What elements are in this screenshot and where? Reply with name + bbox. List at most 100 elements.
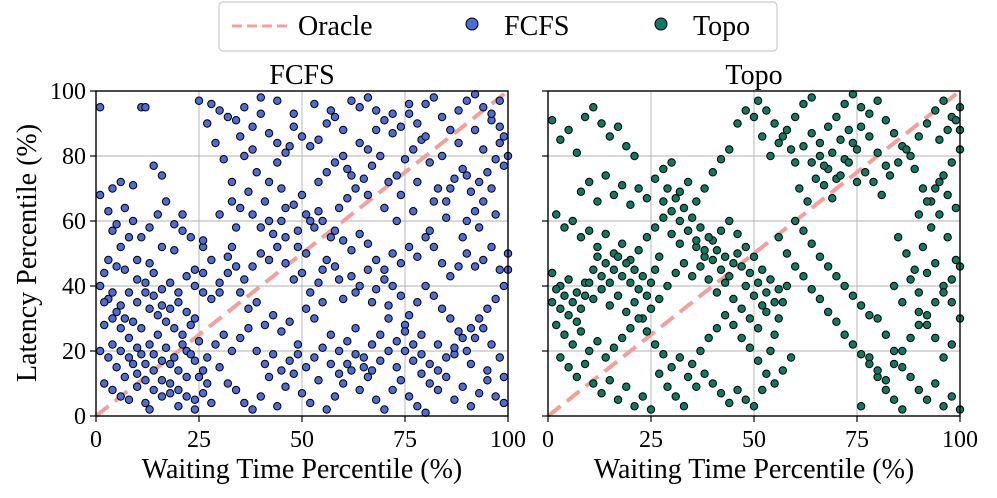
scatter-point xyxy=(745,314,755,323)
scatter-point xyxy=(634,285,643,294)
scatter-point xyxy=(881,116,891,125)
scatter-point xyxy=(609,265,619,274)
scatter-point xyxy=(137,324,146,333)
scatter-point xyxy=(157,301,167,310)
scatter-point xyxy=(388,129,397,138)
scatter-point xyxy=(219,155,228,164)
scatter-point xyxy=(413,402,422,411)
scatter-point xyxy=(371,285,381,294)
scatter-point xyxy=(314,207,323,216)
scatter-point xyxy=(675,353,685,362)
scatter-point xyxy=(367,298,377,307)
scatter-point xyxy=(285,317,294,326)
y-tick-label: 20 xyxy=(62,339,86,365)
scatter-point xyxy=(310,353,319,362)
scatter-point xyxy=(692,382,701,391)
scatter-point xyxy=(347,96,356,105)
scatter-point xyxy=(483,366,492,375)
scatter-point xyxy=(392,171,401,180)
scatter-point xyxy=(667,158,676,167)
scatter-point xyxy=(236,132,245,141)
scatter-point xyxy=(256,249,265,258)
scatter-point xyxy=(753,356,763,365)
scatter-point xyxy=(799,226,808,235)
scatter-point xyxy=(733,229,742,239)
scatter-point xyxy=(244,324,253,333)
scatter-point xyxy=(642,233,652,242)
scatter-point xyxy=(922,197,932,206)
scatter-point xyxy=(675,187,685,196)
scatter-point xyxy=(943,233,952,242)
scatter-point xyxy=(141,398,150,408)
scatter-point xyxy=(770,298,779,307)
scatter-point xyxy=(585,278,594,287)
scatter-point xyxy=(198,268,208,278)
scatter-point xyxy=(683,177,693,187)
scatter-point xyxy=(634,184,643,193)
scatter-point xyxy=(865,132,874,141)
scatter-point xyxy=(836,135,845,144)
scatter-point xyxy=(564,125,573,135)
y-tick-label: 100 xyxy=(50,79,86,105)
scatter-point xyxy=(182,392,191,401)
scatter-point xyxy=(437,259,447,268)
scatter-point xyxy=(495,265,504,274)
scatter-point xyxy=(100,320,109,330)
scatter-point xyxy=(856,103,866,112)
scatter-point xyxy=(931,333,940,343)
scatter-point xyxy=(906,333,915,343)
scatter-point xyxy=(297,190,307,200)
scatter-point xyxy=(634,314,643,323)
scatter-point xyxy=(613,395,623,404)
scatter-point xyxy=(922,119,932,128)
scatter-point xyxy=(939,171,948,180)
scatter-point xyxy=(889,359,899,369)
scatter-point xyxy=(149,161,158,170)
scatter-point xyxy=(585,346,594,356)
scatter-point xyxy=(380,116,389,125)
scatter-point xyxy=(149,350,158,359)
scatter-point xyxy=(881,376,891,385)
scatter-point xyxy=(351,184,360,193)
scatter-point xyxy=(663,281,672,291)
scatter-point xyxy=(762,288,771,297)
scatter-point xyxy=(626,200,635,209)
scatter-point xyxy=(470,262,480,271)
legend-topo-swatch xyxy=(654,17,668,31)
scatter-point xyxy=(236,203,245,213)
scatter-point xyxy=(918,242,928,252)
scatter-point xyxy=(297,389,307,398)
scatter-point xyxy=(380,405,389,414)
scatter-point xyxy=(774,138,783,148)
scatter-point xyxy=(823,307,833,317)
scatter-point xyxy=(593,252,602,261)
scatter-point xyxy=(442,197,451,206)
scatter-point xyxy=(560,291,569,300)
scatter-point xyxy=(248,405,257,414)
scatter-point xyxy=(231,116,241,125)
scatter-point xyxy=(190,281,200,291)
scatter-point xyxy=(939,402,948,411)
scatter-point xyxy=(609,190,619,200)
scatter-point xyxy=(186,233,195,242)
scatter-point xyxy=(128,359,138,369)
scatter-point xyxy=(306,398,315,408)
scatter-point xyxy=(786,353,796,362)
scatter-point xyxy=(330,262,340,271)
scatter-point xyxy=(244,304,253,313)
scatter-point xyxy=(922,311,932,320)
scatter-point xyxy=(289,275,298,284)
scatter-point xyxy=(869,177,878,187)
scatter-point xyxy=(741,281,750,291)
scatter-point xyxy=(807,93,816,102)
scatter-point xyxy=(712,288,722,297)
scatter-point xyxy=(799,99,808,109)
scatter-point xyxy=(479,324,488,333)
scatter-point xyxy=(704,275,713,284)
x-tick-label: 75 xyxy=(845,427,869,453)
scatter-point xyxy=(576,233,586,242)
scatter-point xyxy=(165,359,175,369)
scatter-point xyxy=(807,129,816,138)
scatter-point xyxy=(161,197,171,206)
